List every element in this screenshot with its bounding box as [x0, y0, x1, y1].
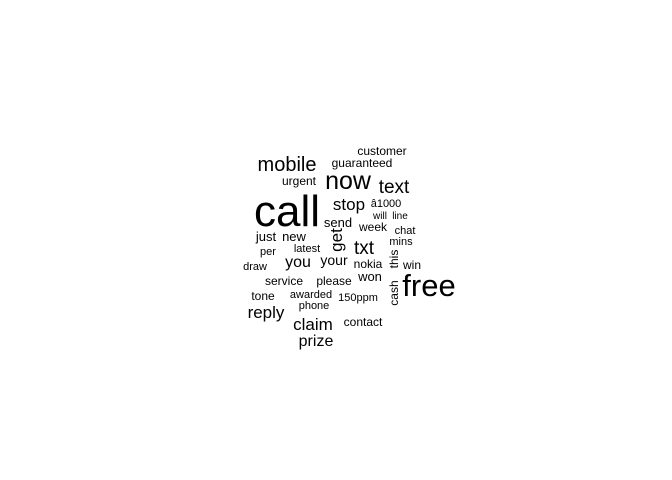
word-nokia: nokia: [354, 257, 383, 271]
word-customer: customer: [357, 144, 406, 158]
word-send: send: [324, 215, 352, 230]
word-urgent: urgent: [282, 174, 317, 188]
word-your: your: [320, 252, 348, 268]
word-mobile: mobile: [258, 154, 317, 176]
word-service: service: [265, 274, 303, 288]
word-prize: prize: [299, 333, 334, 350]
word-new: new: [282, 229, 306, 244]
word-mins: mins: [389, 236, 413, 248]
word-stop: stop: [333, 195, 365, 214]
word-line: line: [392, 211, 408, 222]
word-cash: cash: [387, 280, 401, 305]
word-now: now: [325, 167, 372, 195]
word-get: get: [327, 228, 346, 252]
word-claim: claim: [293, 315, 333, 334]
word-1000-pound: â1000: [371, 198, 402, 210]
word-latest: latest: [294, 243, 320, 255]
word-you: you: [285, 254, 311, 271]
word-free: free: [402, 268, 455, 303]
word-per: per: [260, 246, 276, 258]
word-win: win: [402, 258, 421, 272]
word-contact: contact: [344, 315, 383, 329]
word-this: this: [387, 250, 401, 269]
word-please: please: [316, 274, 352, 288]
word-guaranteed: guaranteed: [332, 156, 393, 170]
word-txt: txt: [354, 238, 375, 259]
word-will: will: [372, 211, 387, 222]
word-chat: chat: [395, 225, 416, 237]
word-won: won: [357, 269, 382, 284]
word-call: call: [254, 187, 320, 236]
word-tone: tone: [251, 289, 275, 303]
word-draw: draw: [243, 261, 267, 273]
word-phone: phone: [299, 300, 330, 312]
word-150ppm: 150ppm: [338, 292, 378, 304]
word-text: text: [379, 177, 410, 198]
word-week: week: [358, 220, 388, 234]
word-awarded: awarded: [290, 289, 332, 301]
word-just: just: [255, 229, 277, 244]
word-reply: reply: [248, 303, 285, 322]
